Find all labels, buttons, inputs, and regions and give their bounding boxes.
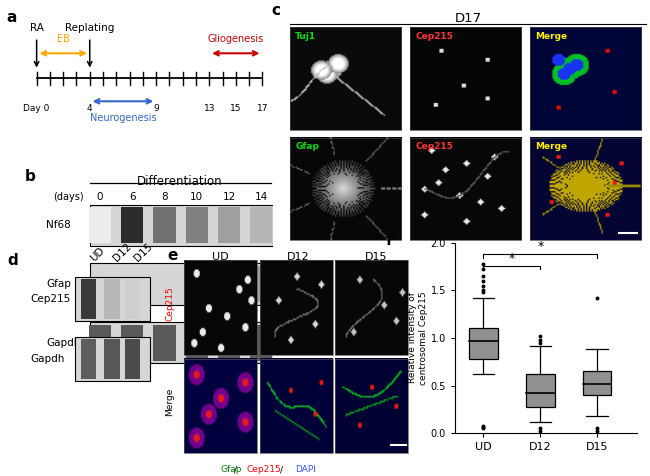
Bar — [88, 325, 111, 361]
Bar — [104, 339, 120, 378]
Text: Replating: Replating — [65, 23, 114, 33]
Bar — [125, 279, 140, 318]
Text: Merge: Merge — [536, 32, 567, 40]
Text: 0: 0 — [97, 192, 103, 202]
Bar — [104, 279, 120, 318]
Bar — [90, 263, 273, 305]
Bar — [186, 266, 208, 302]
Bar — [530, 27, 641, 129]
Text: Cep215: Cep215 — [246, 465, 281, 474]
Text: 4: 4 — [87, 104, 92, 113]
Bar — [526, 374, 554, 407]
Text: Gfap: Gfap — [220, 465, 242, 474]
Bar — [185, 260, 257, 355]
Text: *: * — [509, 252, 515, 265]
Bar — [218, 208, 240, 243]
Text: D15: D15 — [365, 252, 387, 262]
Bar — [410, 138, 521, 240]
Text: 15: 15 — [230, 104, 242, 113]
Text: 17: 17 — [257, 104, 268, 113]
Text: D12: D12 — [287, 252, 309, 262]
Text: Merge: Merge — [165, 387, 174, 416]
Text: Day 0: Day 0 — [23, 104, 50, 113]
Text: D12: D12 — [112, 241, 134, 263]
Bar — [90, 205, 273, 246]
Text: Gapdh: Gapdh — [30, 354, 64, 364]
Text: UD: UD — [88, 245, 107, 263]
Text: DAPI: DAPI — [295, 465, 316, 474]
Text: RA: RA — [30, 23, 44, 33]
Text: 12: 12 — [222, 192, 236, 202]
Bar — [218, 266, 240, 302]
Bar — [260, 260, 333, 355]
Text: Cep215: Cep215 — [165, 286, 174, 321]
Bar — [121, 325, 143, 361]
Bar — [88, 208, 111, 243]
Text: /: / — [234, 465, 237, 474]
Text: 13: 13 — [203, 104, 215, 113]
Bar — [260, 359, 333, 453]
Text: 10: 10 — [190, 192, 203, 202]
Bar — [75, 277, 150, 321]
Bar — [186, 325, 208, 361]
Text: 8: 8 — [161, 192, 168, 202]
Text: 14: 14 — [255, 192, 268, 202]
Bar — [90, 322, 273, 363]
Text: EB: EB — [57, 34, 70, 44]
Bar — [583, 371, 612, 395]
Text: Gfap: Gfap — [295, 142, 319, 151]
Text: Gfap: Gfap — [46, 279, 71, 289]
Text: Merge: Merge — [536, 142, 567, 151]
Text: UD: UD — [212, 252, 229, 262]
Bar — [290, 138, 400, 240]
Text: Cep215: Cep215 — [415, 142, 453, 151]
Text: Nf68: Nf68 — [46, 220, 71, 230]
Bar — [290, 27, 400, 129]
Text: Tuj1: Tuj1 — [295, 32, 317, 40]
Text: D15: D15 — [133, 241, 155, 263]
Text: (days): (days) — [53, 192, 84, 202]
Bar — [186, 208, 208, 243]
Bar — [153, 325, 176, 361]
Text: Gliogenesis: Gliogenesis — [208, 34, 264, 44]
Text: D17: D17 — [454, 12, 482, 25]
Text: Gapdh: Gapdh — [46, 337, 81, 347]
Bar — [335, 359, 408, 453]
Bar — [250, 325, 272, 361]
Text: 9: 9 — [153, 104, 159, 113]
Bar — [75, 337, 150, 381]
Text: /: / — [280, 465, 283, 474]
Bar — [81, 339, 96, 378]
Text: f: f — [386, 233, 393, 248]
Bar — [153, 208, 176, 243]
Bar — [153, 266, 176, 302]
Bar — [469, 328, 498, 359]
Text: 6: 6 — [129, 192, 135, 202]
Bar — [250, 208, 272, 243]
Text: d: d — [8, 253, 19, 268]
Text: *: * — [537, 240, 543, 253]
Bar — [250, 266, 272, 302]
Bar — [185, 359, 257, 453]
Text: Cep215: Cep215 — [30, 294, 70, 304]
Bar — [410, 27, 521, 129]
Y-axis label: Relative intensity of
centrosomal Cep215: Relative intensity of centrosomal Cep215 — [408, 291, 428, 385]
Text: Differentiation: Differentiation — [136, 175, 222, 188]
Bar — [335, 260, 408, 355]
Text: Cep215: Cep215 — [415, 32, 453, 40]
Bar — [218, 325, 240, 361]
Text: c: c — [272, 2, 280, 18]
Bar — [121, 208, 143, 243]
Bar — [81, 279, 96, 318]
Bar — [530, 138, 641, 240]
Text: Neurogenesis: Neurogenesis — [90, 113, 156, 123]
Text: a: a — [6, 10, 17, 25]
Text: b: b — [25, 169, 36, 184]
Text: e: e — [167, 248, 177, 263]
Bar — [125, 339, 140, 378]
